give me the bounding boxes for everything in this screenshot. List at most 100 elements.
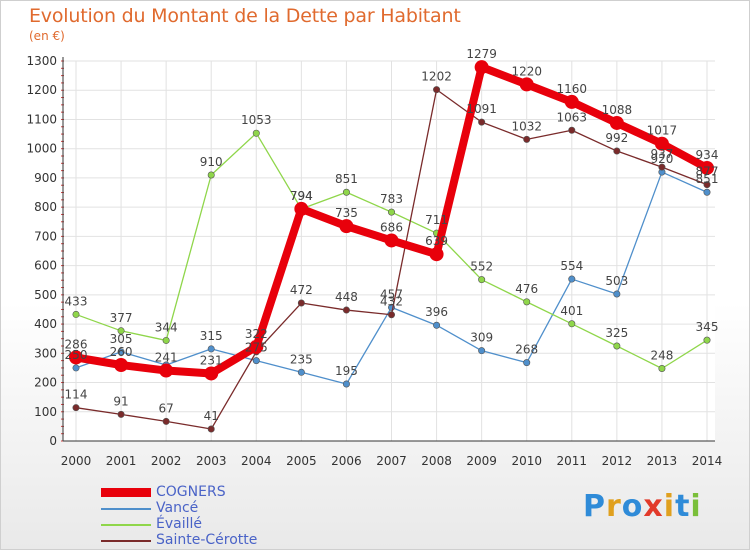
- data-label-evaille: 325: [605, 326, 628, 340]
- legend-label: COGNERS: [156, 484, 226, 500]
- data-label-vance: 554: [560, 259, 583, 273]
- data-point-cogners: [429, 247, 444, 262]
- logo-letter: i: [663, 489, 676, 524]
- data-point-cogners: [339, 219, 354, 234]
- data-label-cogners: 260: [110, 345, 133, 359]
- data-label-cogners: 735: [335, 206, 358, 220]
- data-label-evaille: 377: [110, 311, 133, 325]
- data-point-cogners: [294, 201, 309, 216]
- legend-label: Vancé: [156, 500, 199, 516]
- data-point-vance: [297, 368, 305, 376]
- data-label-cogners: 934: [696, 148, 719, 162]
- data-point-cogners: [114, 358, 129, 372]
- x-tick-label: 2009: [466, 454, 497, 468]
- data-point-evaille: [613, 342, 621, 350]
- data-label-sainte-cerotte: 67: [159, 401, 174, 415]
- legend-swatch: [101, 488, 151, 497]
- data-point-vance: [523, 359, 531, 367]
- x-tick-label: 2014: [692, 454, 723, 468]
- data-label-sainte-cerotte: 91: [113, 394, 128, 408]
- y-tick-label: 1000: [26, 142, 57, 156]
- y-tick-label: 0: [49, 434, 57, 448]
- data-point-sainte-cerotte: [478, 118, 486, 126]
- data-point-evaille: [162, 336, 170, 344]
- data-point-vance: [207, 345, 215, 353]
- data-label-evaille: 401: [560, 304, 583, 318]
- legend-label: Évaillé: [156, 516, 202, 532]
- data-point-cogners: [249, 339, 264, 354]
- y-tick-label: 100: [34, 405, 57, 419]
- logo-letter: P: [583, 489, 606, 524]
- legend-swatch: [101, 524, 151, 526]
- data-label-cogners: 241: [155, 351, 178, 365]
- data-point-evaille: [252, 129, 260, 137]
- data-point-sainte-cerotte: [433, 86, 441, 94]
- x-tick-label: 2012: [602, 454, 633, 468]
- y-tick-label: 1300: [26, 54, 57, 68]
- data-point-vance: [72, 364, 80, 372]
- logo-letter: t: [675, 489, 691, 524]
- y-tick-label: 900: [34, 171, 57, 185]
- data-label-vance: 275: [245, 341, 268, 355]
- data-point-vance: [568, 275, 576, 283]
- data-label-sainte-cerotte: 41: [204, 409, 219, 423]
- data-label-cogners: 794: [290, 189, 313, 203]
- data-label-vance: 235: [290, 352, 313, 366]
- data-label-evaille: 910: [200, 155, 223, 169]
- data-point-sainte-cerotte: [72, 404, 80, 412]
- data-point-vance: [117, 348, 125, 356]
- y-tick-label: 200: [34, 376, 57, 390]
- data-point-evaille: [72, 310, 80, 318]
- data-label-sainte-cerotte: 114: [65, 388, 88, 402]
- data-point-cogners: [204, 366, 219, 381]
- data-point-evaille: [568, 320, 576, 328]
- x-tick-label: 2000: [61, 454, 92, 468]
- data-label-sainte-cerotte: 432: [380, 295, 403, 309]
- data-point-cogners: [159, 363, 174, 378]
- y-tick-label: 300: [34, 346, 57, 360]
- data-point-evaille: [207, 171, 215, 179]
- data-label-vance: 268: [515, 343, 538, 357]
- plot-area: [63, 61, 715, 441]
- data-label-cogners: 1279: [466, 47, 497, 61]
- data-label-sainte-cerotte: 1032: [511, 119, 542, 133]
- data-point-evaille: [117, 327, 125, 335]
- data-label-sainte-cerotte: 937: [650, 147, 673, 161]
- logo-letter: r: [606, 489, 622, 524]
- x-tick-label: 2004: [241, 454, 272, 468]
- y-tick-label: 1200: [26, 83, 57, 97]
- data-label-vance: 195: [335, 364, 358, 378]
- data-label-vance: 305: [110, 332, 133, 346]
- data-label-vance: 503: [605, 274, 628, 288]
- data-label-evaille: 1053: [241, 113, 272, 127]
- data-label-sainte-cerotte: 992: [605, 131, 628, 145]
- x-tick-label: 2003: [196, 454, 227, 468]
- y-tick-label: 500: [34, 288, 57, 302]
- data-point-evaille: [387, 208, 395, 216]
- data-label-vance: 851: [696, 172, 719, 186]
- x-tick-label: 2008: [421, 454, 452, 468]
- x-tick-label: 2011: [557, 454, 588, 468]
- data-label-cogners: 231: [200, 353, 223, 367]
- data-label-vance: 309: [470, 331, 493, 345]
- data-point-cogners: [519, 77, 534, 92]
- data-point-sainte-cerotte: [207, 425, 215, 433]
- data-label-vance: 457: [380, 287, 403, 301]
- data-label-evaille: 851: [335, 172, 358, 186]
- data-label-cogners: 1220: [511, 64, 542, 78]
- data-label-cogners: 639: [425, 234, 448, 248]
- y-tick-label: 1100: [26, 112, 57, 126]
- data-label-cogners: 1088: [602, 103, 633, 117]
- data-label-cogners: 286: [65, 337, 88, 351]
- data-point-vance: [613, 290, 621, 298]
- data-label-cogners: 1160: [557, 82, 588, 96]
- data-point-evaille: [478, 276, 486, 284]
- y-tick-label: 400: [34, 317, 57, 331]
- data-point-evaille: [703, 336, 711, 344]
- data-label-vance: 396: [425, 305, 448, 319]
- data-point-evaille: [342, 188, 350, 196]
- data-point-sainte-cerotte: [117, 410, 125, 418]
- data-label-vance: 250: [65, 348, 88, 362]
- data-point-vance: [252, 357, 260, 365]
